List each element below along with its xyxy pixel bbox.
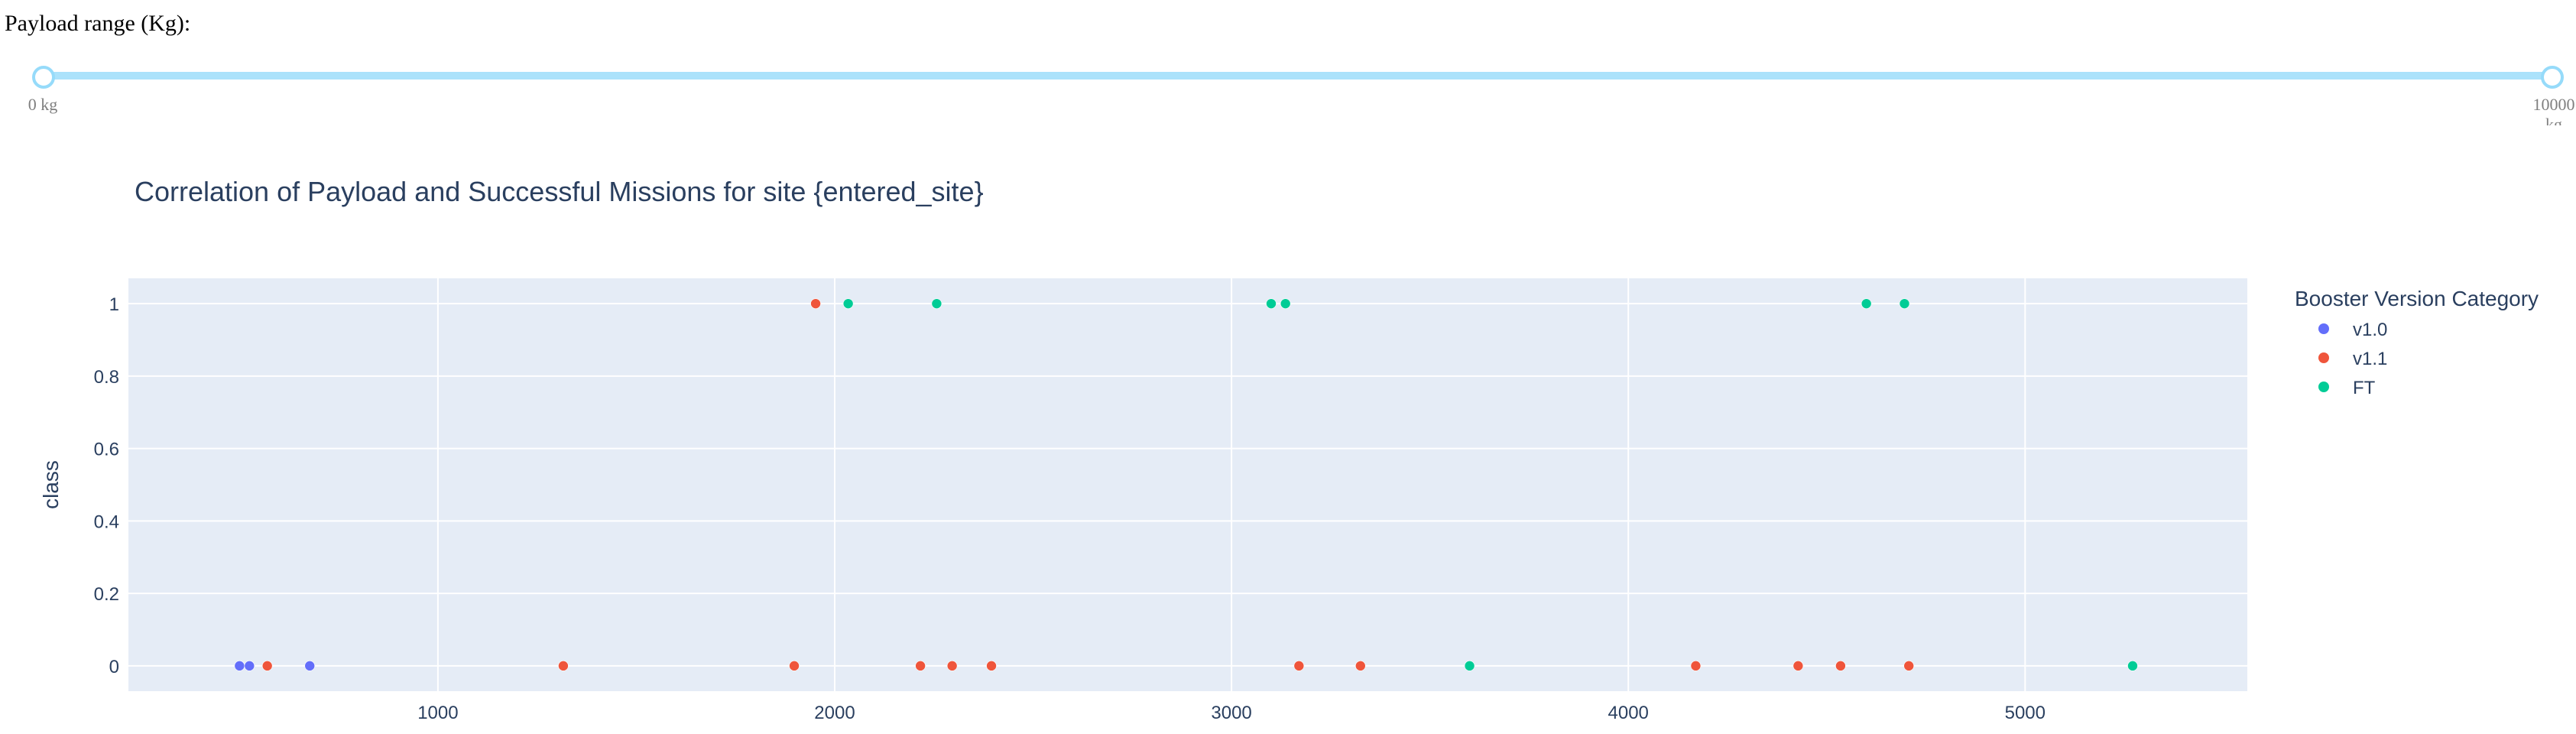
slider-handle-max[interactable] — [2541, 66, 2564, 89]
y-tick-label: 0.6 — [94, 440, 119, 460]
slider-mark-max-unit: kg — [2545, 115, 2562, 125]
legend-item-ft[interactable]: FT — [2318, 378, 2376, 398]
legend-marker — [2318, 382, 2329, 392]
slider-mark-min: 0 kg — [28, 95, 58, 114]
data-point-v1-1 — [1355, 661, 1366, 671]
data-point-v1-1 — [1792, 661, 1804, 671]
legend-label: v1.0 — [2353, 320, 2387, 340]
x-axis-ticks: 1000 2000 3000 4000 5000 — [417, 703, 2046, 723]
legend-marker — [2318, 323, 2329, 334]
data-point-v1-1 — [1903, 661, 1915, 671]
y-axis-ticks: 0 0.2 0.4 0.6 0.8 1 — [94, 294, 119, 677]
slider-track[interactable] — [43, 72, 2553, 80]
data-point-ft — [1861, 298, 1872, 309]
y-tick-label: 0.4 — [94, 512, 119, 532]
data-point-ft — [931, 298, 942, 309]
data-point-ft — [1899, 298, 1910, 309]
data-point-v1-0 — [234, 661, 245, 671]
data-point-ft — [1464, 661, 1475, 671]
y-axis-title: class — [39, 460, 63, 509]
legend-title: Booster Version Category — [2295, 287, 2539, 310]
legend-label: v1.1 — [2353, 349, 2387, 369]
data-point-v1-1 — [810, 298, 821, 309]
x-tick-label: 3000 — [1211, 703, 1251, 723]
data-point-v1-1 — [789, 661, 800, 671]
x-tick-label: 2000 — [814, 703, 855, 723]
data-point-v1-0 — [304, 661, 316, 671]
data-point-v1-1 — [1690, 661, 1702, 671]
slider-mark-max: 10000 kg — [2532, 95, 2576, 125]
data-point-v1-1 — [986, 661, 997, 671]
data-point-v1-0 — [244, 661, 255, 671]
slider-handle-min[interactable] — [32, 66, 55, 89]
data-point-ft — [842, 298, 854, 309]
data-point-ft — [1266, 298, 1277, 309]
y-tick-label: 1 — [109, 294, 119, 315]
y-tick-label: 0 — [109, 657, 119, 677]
data-point-v1-1 — [261, 661, 273, 671]
x-tick-label: 5000 — [2005, 703, 2046, 723]
data-point-v1-1 — [1835, 661, 1846, 671]
data-point-v1-1 — [946, 661, 958, 671]
legend-item-v1-0[interactable]: v1.0 — [2318, 320, 2387, 340]
data-point-ft — [1280, 298, 1291, 309]
legend-item-v1-1[interactable]: v1.1 — [2318, 349, 2387, 369]
payload-slider-label: Payload range (Kg): — [5, 11, 191, 36]
x-tick-label: 1000 — [417, 703, 458, 723]
data-point-v1-1 — [915, 661, 926, 671]
x-tick-label: 4000 — [1608, 703, 1649, 723]
legend-marker — [2318, 352, 2329, 363]
chart-title: Correlation of Payload and Successful Mi… — [135, 176, 984, 207]
legend[interactable]: v1.0 v1.1 FT — [2318, 320, 2387, 398]
y-tick-label: 0.8 — [94, 367, 119, 388]
gridlines — [128, 278, 2247, 691]
plot-area — [128, 278, 2247, 691]
legend-label: FT — [2353, 378, 2376, 398]
slider-mark-max-value: 10000 — [2532, 95, 2575, 114]
data-point-v1-1 — [1293, 661, 1305, 671]
y-tick-label: 0.2 — [94, 584, 119, 605]
data-point-v1-1 — [558, 661, 569, 671]
scatter-points — [234, 298, 2138, 671]
payload-success-scatter-chart: Correlation of Payload and Successful Mi… — [39, 176, 2539, 723]
data-point-ft — [2127, 661, 2138, 671]
